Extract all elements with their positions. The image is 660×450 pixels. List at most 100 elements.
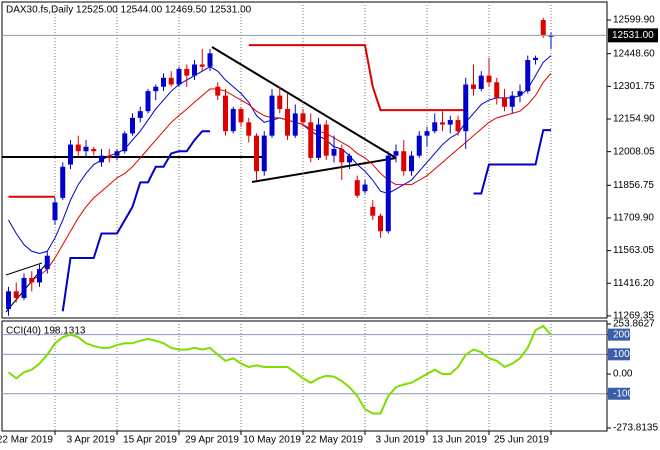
candle-body (114, 151, 120, 156)
y-tick-label: 253.8627 (613, 319, 655, 330)
candle-body (261, 135, 267, 172)
candle-body (486, 75, 492, 83)
candle-body (455, 120, 461, 132)
candle-body (246, 122, 252, 136)
x-tick-label: 22 Mar 2019 (0, 435, 53, 446)
candle-body (540, 20, 546, 36)
candle-body (308, 122, 314, 158)
y-tick-label: 100 (613, 349, 630, 360)
candle-body (416, 135, 422, 156)
candle-body (300, 113, 306, 123)
y-tick-label: -273.8135 (613, 423, 658, 434)
x-tick-label: 15 Apr 2019 (123, 435, 177, 446)
candle-body (440, 122, 445, 125)
y-tick-label: 11563.05 (613, 245, 654, 256)
candle-body (269, 95, 275, 136)
candle-body (130, 117, 135, 134)
candle-body (347, 155, 352, 163)
x-tick-label: 29 Apr 2019 (185, 435, 239, 446)
candle-body (52, 202, 58, 221)
candle-body (83, 146, 89, 152)
cci-line (7, 324, 552, 415)
candle-body (184, 68, 190, 76)
candle-body (13, 291, 19, 298)
level-label-box (608, 348, 630, 361)
candle-body (29, 277, 35, 283)
indicator-line (248, 44, 466, 112)
candle-body (339, 148, 345, 163)
y-tick-label: 11856.75 (613, 180, 654, 191)
candle-body (60, 166, 66, 198)
candle-body (207, 53, 213, 67)
candle-body (176, 68, 182, 85)
candle-body (331, 148, 337, 156)
candle-body (6, 291, 11, 310)
candle-body (385, 155, 391, 232)
trend-lines (2, 46, 397, 313)
candle-body (533, 57, 538, 61)
candle-body (215, 86, 221, 96)
candle-body (161, 77, 166, 87)
candle-body (199, 64, 205, 67)
trend-line (5, 262, 43, 276)
candle-body (292, 113, 298, 136)
y-tick-label: 12599.90 (613, 15, 655, 26)
candle-body (37, 269, 42, 283)
candle-body (238, 108, 244, 123)
y-tick-label: -100 (613, 388, 633, 399)
trend-line (251, 157, 397, 183)
candle-body (285, 108, 290, 136)
y-tick-label: 12154.90 (613, 114, 655, 125)
chart-title: DAX30.fs,Daily 12525.00 12544.00 12469.5… (6, 5, 252, 16)
candle-body (44, 255, 50, 270)
indicator-line (473, 129, 551, 195)
y-tick-label: 200 (613, 329, 630, 340)
trend-line (211, 46, 397, 159)
main-panel (1, 1, 608, 319)
candle-body (502, 97, 507, 107)
x-tick-label: 25 Jun 2019 (494, 435, 549, 446)
level-label-box (608, 387, 630, 400)
x-tick-label: 10 May 2019 (243, 435, 301, 446)
y-tick-label: 12301.75 (613, 81, 655, 92)
candle-body (223, 95, 228, 132)
candle-body (137, 111, 143, 118)
candle-body (447, 120, 453, 125)
candle-body (192, 64, 197, 76)
candle-body (168, 77, 174, 85)
candle-body (277, 95, 283, 109)
candle-body (525, 60, 531, 92)
candle-body (106, 155, 112, 158)
candle-body (145, 91, 151, 112)
candle-body (378, 215, 383, 232)
candle-body (548, 35, 554, 37)
candle-body (424, 131, 430, 136)
y-tick-label: 12448.60 (613, 48, 655, 59)
candle-body (393, 151, 399, 156)
price-label-box (608, 28, 658, 43)
candle-body (362, 184, 368, 192)
y-tick-label: 11269.35 (613, 311, 654, 322)
candle-body (463, 84, 469, 132)
candle-body (354, 180, 360, 196)
x-tick-label: 22 May 2019 (305, 435, 363, 446)
candle-body (509, 95, 515, 107)
x-tick-label: 13 Jun 2019 (432, 435, 487, 446)
cci-panel (1, 320, 608, 432)
candle-body (401, 151, 407, 172)
candle-body (91, 148, 97, 152)
candle-body (21, 277, 27, 298)
y-tick-label: 11416.20 (613, 278, 654, 289)
y-tick-label: 0.00 (613, 369, 633, 380)
price-label: 12531.00 (612, 30, 654, 41)
candle-body (494, 82, 500, 98)
candle-body (153, 86, 159, 92)
candle-body (370, 206, 376, 216)
y-tick-label: 12008.05 (613, 146, 655, 157)
x-tick-label: 3 Jun 2019 (376, 435, 426, 446)
candle-body (68, 144, 73, 165)
candle-body (409, 155, 414, 172)
candle-body (230, 108, 236, 132)
candle-body (75, 144, 81, 152)
